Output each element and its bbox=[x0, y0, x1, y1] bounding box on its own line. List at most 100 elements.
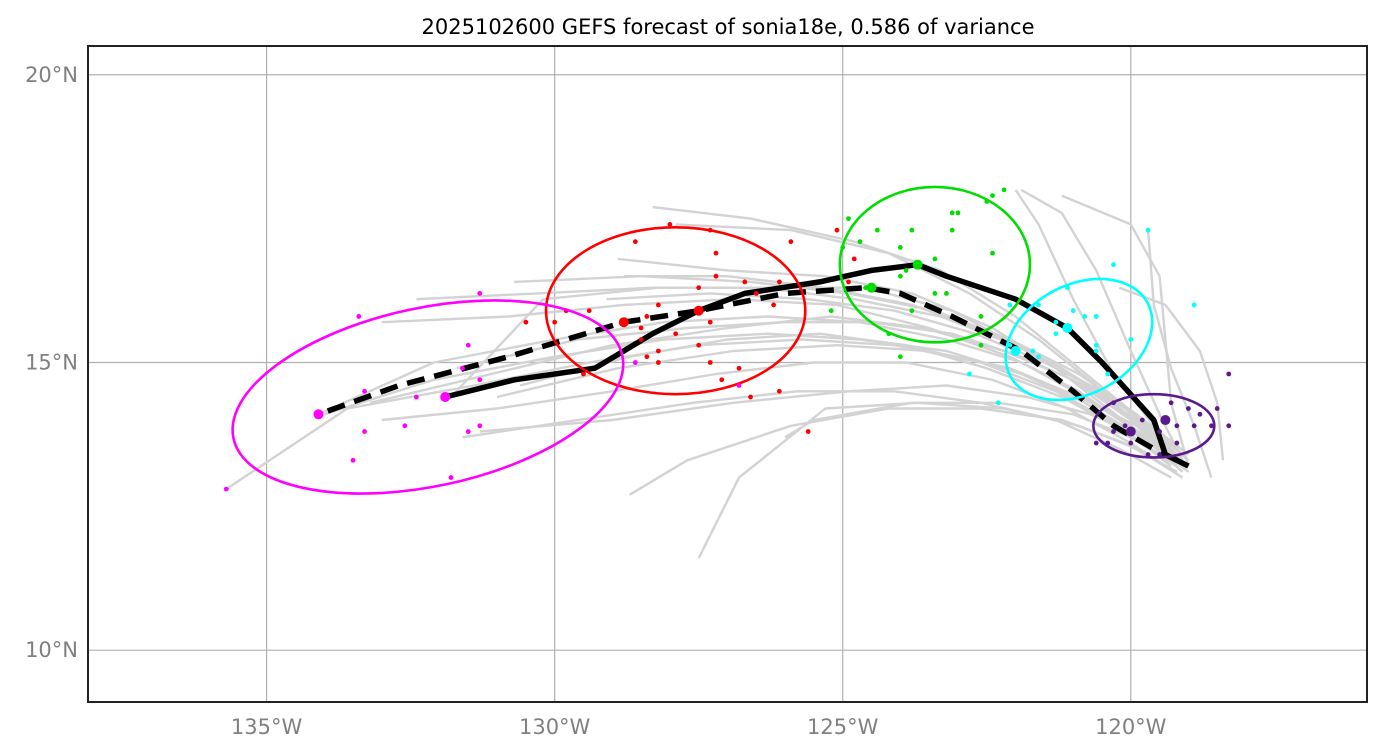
member-position-point bbox=[949, 210, 955, 216]
member-position-point bbox=[1191, 302, 1197, 308]
member-position-point bbox=[748, 394, 753, 400]
time-group bbox=[1092, 371, 1232, 459]
member-position-point bbox=[1053, 331, 1059, 337]
member-position-point bbox=[1128, 440, 1134, 446]
uncertainty-ellipse bbox=[1004, 277, 1154, 402]
uncertainty-ellipse bbox=[838, 185, 1032, 344]
member-position-point bbox=[1174, 423, 1180, 429]
member-position-point bbox=[1145, 452, 1151, 457]
member-position-point bbox=[1111, 429, 1116, 434]
member-position-point bbox=[523, 319, 529, 325]
member-position-point bbox=[713, 250, 719, 256]
member-position-point bbox=[897, 273, 903, 279]
member-position-point bbox=[1226, 423, 1232, 429]
mean-position-point bbox=[440, 392, 451, 403]
mean-position-point bbox=[912, 259, 923, 270]
member-position-point bbox=[990, 193, 995, 199]
member-position-point bbox=[696, 342, 702, 348]
member-position-point bbox=[673, 331, 679, 337]
time-groups bbox=[223, 185, 1232, 495]
member-position-point bbox=[949, 227, 955, 233]
member-position-point bbox=[638, 337, 644, 342]
member-position-point bbox=[1105, 371, 1111, 377]
member-position-point bbox=[776, 388, 782, 394]
member-position-point bbox=[655, 348, 661, 354]
member-position-point bbox=[707, 360, 713, 365]
member-position-point bbox=[1122, 423, 1128, 429]
ensemble-track-line bbox=[1118, 286, 1225, 461]
member-position-point bbox=[776, 279, 782, 285]
member-position-point bbox=[477, 377, 483, 383]
x-tick-label: 120°W bbox=[1095, 715, 1167, 739]
chart-title: 2025102600 GEFS forecast of sonia18e, 0.… bbox=[422, 15, 1035, 39]
uncertainty-ellipse bbox=[1092, 392, 1216, 459]
member-position-point bbox=[805, 429, 811, 434]
uncertainty-ellipse bbox=[544, 225, 807, 396]
member-position-point bbox=[477, 291, 483, 296]
time-group bbox=[523, 221, 857, 434]
member-position-point bbox=[955, 210, 961, 216]
member-position-point bbox=[1093, 342, 1099, 348]
mean-position-point bbox=[618, 317, 629, 328]
member-position-point bbox=[644, 314, 650, 319]
member-position-point bbox=[909, 227, 915, 233]
y-axis-ticks: 10°N 15°N 20°N bbox=[25, 63, 78, 662]
member-position-point bbox=[1036, 302, 1042, 308]
member-position-point bbox=[857, 239, 863, 245]
uncertainty-ellipse bbox=[231, 299, 625, 495]
mean-tracks bbox=[317, 261, 1190, 469]
member-position-point bbox=[465, 342, 471, 348]
x-tick-label: 130°W bbox=[519, 715, 591, 739]
member-position-point bbox=[632, 360, 638, 365]
member-position-point bbox=[362, 429, 367, 434]
member-position-point bbox=[632, 239, 638, 245]
member-position-point bbox=[1070, 308, 1076, 314]
member-position-point bbox=[477, 423, 483, 429]
member-position-point bbox=[990, 250, 995, 256]
member-position-point bbox=[655, 302, 661, 308]
member-position-point bbox=[1111, 262, 1116, 268]
member-position-point bbox=[846, 279, 851, 285]
ensemble-track-line bbox=[1061, 194, 1190, 467]
member-position-point bbox=[362, 388, 367, 394]
member-position-point bbox=[655, 360, 661, 365]
member-position-point bbox=[707, 319, 713, 325]
member-position-point bbox=[1128, 337, 1134, 342]
member-position-point bbox=[978, 314, 984, 319]
mean-position-point bbox=[1160, 415, 1171, 426]
member-position-point bbox=[874, 227, 880, 233]
member-position-point bbox=[1157, 452, 1162, 457]
y-tick-label: 10°N bbox=[25, 638, 78, 662]
gridlines bbox=[88, 46, 1367, 702]
member-position-point bbox=[736, 383, 742, 388]
x-tick-label: 135°W bbox=[231, 715, 303, 739]
ensemble-track-line bbox=[450, 286, 1178, 456]
ensemble-track-line bbox=[1146, 230, 1213, 478]
member-position-point bbox=[1093, 348, 1099, 354]
member-position-point bbox=[1036, 354, 1042, 360]
member-position-point bbox=[834, 227, 840, 233]
member-position-point bbox=[1157, 429, 1162, 434]
time-group bbox=[828, 185, 1032, 360]
mean-position-point bbox=[313, 409, 324, 420]
member-position-point bbox=[909, 308, 915, 314]
member-position-point bbox=[223, 486, 229, 492]
ensemble-track-line bbox=[225, 338, 1172, 491]
member-position-point bbox=[402, 423, 408, 429]
member-position-point bbox=[1214, 406, 1220, 411]
member-position-point bbox=[851, 256, 857, 262]
member-position-point bbox=[897, 354, 903, 360]
mean-position-point bbox=[1010, 345, 1021, 356]
member-position-point bbox=[1168, 400, 1174, 406]
member-position-point bbox=[736, 365, 742, 371]
member-position-point bbox=[771, 302, 776, 308]
member-position-point bbox=[644, 354, 650, 360]
member-position-point bbox=[581, 371, 586, 377]
time-group bbox=[967, 227, 1197, 406]
member-position-point bbox=[846, 216, 851, 222]
plot-frame bbox=[87, 45, 1368, 703]
member-position-point bbox=[932, 291, 938, 296]
member-position-point bbox=[1093, 314, 1099, 319]
ensemble-track-line bbox=[697, 401, 1184, 559]
